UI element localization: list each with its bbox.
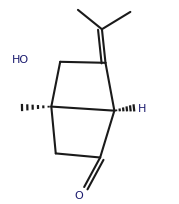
Text: HO: HO — [12, 54, 29, 64]
Text: O: O — [74, 190, 83, 200]
Text: H: H — [138, 103, 147, 113]
